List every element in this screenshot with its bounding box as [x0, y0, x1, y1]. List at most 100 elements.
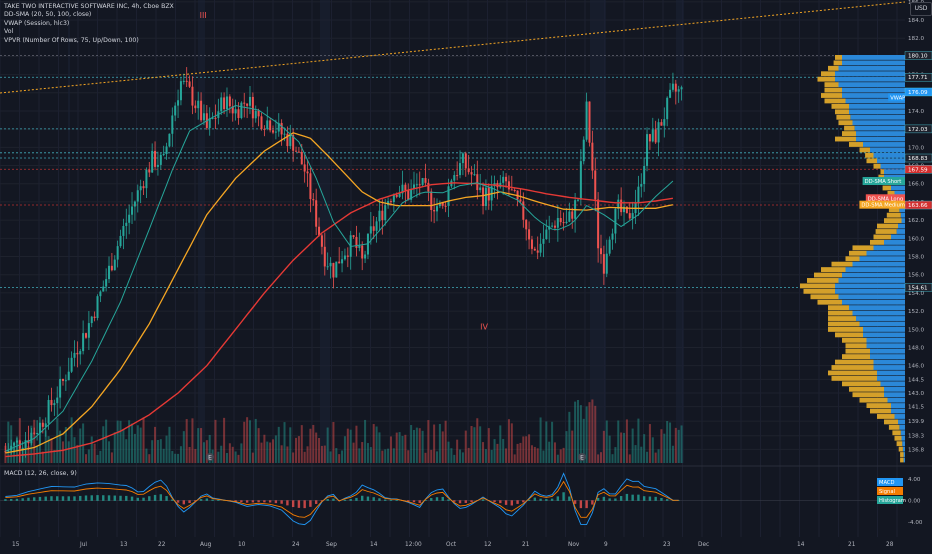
volume-bar — [295, 437, 298, 463]
vp-row-down — [877, 414, 895, 419]
volume-bar — [576, 399, 579, 463]
candle-body — [556, 218, 559, 228]
candle-body — [562, 222, 565, 224]
macd-histogram-bar — [654, 496, 657, 501]
candle-body — [53, 403, 56, 406]
price-label-box — [904, 51, 932, 60]
volume-bar — [116, 420, 119, 463]
vp-row-up — [891, 408, 905, 414]
candle-body — [654, 129, 657, 143]
sma-long-line — [5, 182, 674, 458]
volume-bar — [614, 447, 617, 463]
candle-body — [191, 86, 194, 106]
volume-bar — [456, 439, 459, 463]
indicator-vol[interactable]: Vol — [4, 28, 14, 36]
vp-row-up — [849, 109, 905, 115]
price-label-box — [904, 124, 932, 134]
volume-bar — [38, 430, 41, 463]
volume-bar — [611, 454, 614, 463]
candle-body — [369, 226, 372, 234]
candle-body — [223, 97, 226, 110]
indicator-vpvr[interactable]: VPVR (Number Of Rows, 75, Up/Down, 100) — [4, 36, 139, 44]
macd-histogram-bar — [320, 500, 324, 502]
indicator-vwap[interactable]: VWAP (Session, hlc3) — [4, 19, 70, 27]
volume-bar — [588, 402, 591, 463]
volume-bar — [631, 428, 634, 463]
candle-body — [415, 184, 418, 186]
price-tick-label: 148.0 — [908, 345, 924, 351]
candle-body — [335, 261, 338, 278]
volume-bar — [18, 418, 21, 463]
volume-bar — [191, 418, 194, 463]
volume-bar — [272, 439, 275, 463]
volume-bar — [24, 444, 27, 463]
volume-bar — [7, 421, 10, 463]
vp-row-down — [842, 381, 881, 387]
candle-body — [608, 239, 611, 254]
vp-row-up — [884, 239, 905, 245]
candle-body — [424, 178, 427, 183]
indicator-tag-label: DD-SMA Short — [865, 179, 902, 185]
indicator-tag-label: DD-SMA Long — [868, 196, 903, 202]
vp-row-down — [835, 359, 874, 365]
candle-body — [90, 316, 93, 324]
candle-body — [473, 174, 476, 176]
candle-body — [274, 131, 277, 133]
macd-tick-label: 0.00 — [908, 498, 921, 504]
price-tick-label: 146.0 — [908, 364, 924, 370]
vp-row-up — [899, 424, 905, 430]
vp-row-down — [814, 272, 842, 278]
volume-bar — [266, 441, 269, 463]
reference-lines — [0, 55, 905, 288]
macd-histogram-bar — [453, 500, 456, 502]
volume-bar — [234, 451, 237, 463]
candle-body — [257, 110, 260, 117]
price-tick-label: 152.0 — [908, 309, 924, 315]
macd-legend[interactable]: MACD (12, 26, close, 9) — [4, 470, 77, 477]
indicator-legend: TAKE TWO INTERACTIVE SOFTWARE INC, 4h, C… — [4, 3, 174, 45]
indicator-sma[interactable]: DD-SMA (20, 50, 100, close) — [4, 11, 92, 19]
volume-bar — [257, 428, 260, 463]
macd-histogram-bar — [50, 496, 53, 501]
volume-bar — [237, 454, 240, 463]
macd-histogram-bar — [194, 500, 197, 502]
volume-bar — [122, 429, 125, 463]
vp-row-up — [835, 76, 905, 82]
vp-row-down — [859, 397, 888, 403]
volume-bar — [202, 442, 205, 463]
candle-body — [145, 169, 148, 189]
volume-bar — [381, 450, 384, 463]
volume-bar — [594, 405, 597, 463]
volume-bar — [398, 432, 401, 463]
macd-histogram-bar — [470, 500, 473, 503]
candle-body — [579, 161, 582, 200]
volume-bar — [243, 421, 246, 463]
candle-body — [666, 97, 669, 120]
price-tick-label: 154.0 — [908, 291, 924, 297]
candle-body — [643, 165, 646, 185]
candle-body — [289, 134, 292, 147]
vp-row-down — [870, 239, 884, 245]
candle-body — [459, 163, 462, 176]
vp-row-up — [856, 316, 905, 321]
candle-body — [326, 266, 329, 268]
candle-body — [228, 96, 231, 107]
candle-body — [234, 109, 237, 114]
volume-bar — [539, 417, 542, 463]
vp-row-down — [900, 452, 904, 457]
candle-body — [76, 352, 79, 355]
volume-bar — [623, 432, 626, 463]
candle-body — [231, 106, 234, 114]
currency-label[interactable]: USD — [910, 2, 932, 16]
volume-bar — [666, 420, 669, 463]
candle-body — [392, 194, 395, 202]
candle-body — [96, 296, 99, 318]
vp-row-down — [845, 343, 867, 349]
price-tick-label: 166.0 — [908, 182, 924, 188]
volume-bar — [105, 419, 108, 463]
candle-body — [21, 447, 24, 449]
vp-row-up — [873, 359, 905, 365]
volume-bar — [470, 425, 473, 463]
